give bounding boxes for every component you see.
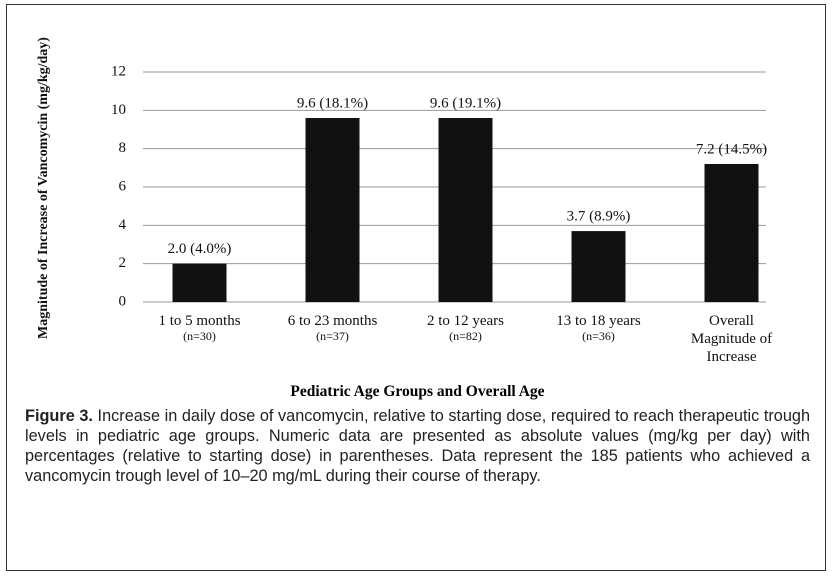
frame — [6, 4, 826, 571]
bar — [305, 118, 360, 302]
y-tick-label: 6 — [119, 178, 127, 194]
bar — [704, 164, 759, 302]
sample-size: (n=37) — [316, 329, 349, 343]
category: 6 to 23 months — [287, 313, 378, 329]
category: 2 to 12 years — [426, 313, 505, 329]
y-tick-label: 4 — [119, 217, 127, 233]
y-tick-label: 8 — [119, 140, 127, 156]
value-label: 7.2 (14.5%) — [696, 141, 767, 157]
x-tick-label: 6 to 23 months (n=37) — [273, 312, 393, 342]
y-tick-label: 2 — [119, 255, 127, 271]
caption-text: Increase in daily dose of vancomycin, re… — [25, 407, 810, 485]
value-label: 9.6 (18.1%) — [297, 95, 368, 111]
value-label: 2.0 (4.0%) — [168, 241, 232, 257]
y-axis-title: Magnitude of Increase of Vancomycin (mg/… — [36, 37, 51, 339]
y-tick-label: 10 — [111, 102, 126, 118]
category: Overall Magnitude of Increase — [690, 313, 773, 365]
bar — [172, 263, 227, 302]
value-label: 3.7 (8.9%) — [567, 209, 631, 225]
y-tick-label: 0 — [119, 293, 127, 309]
sample-size: (n=82) — [449, 329, 482, 343]
sample-size: (n=36) — [582, 329, 615, 343]
caption-label: Figure 3. — [25, 407, 93, 425]
bar — [571, 231, 626, 302]
bar — [438, 118, 493, 302]
y-tick-label: 12 — [111, 63, 126, 79]
category: 13 to 18 years — [556, 313, 641, 329]
sample-size: (n=30) — [183, 329, 216, 343]
category: 1 to 5 months — [158, 313, 241, 329]
x-axis-title: Pediatric Age Groups and Overall Age — [290, 383, 545, 400]
x-tick-label: 13 to 18 years (n=36) — [539, 312, 659, 342]
value-label: 9.6 (19.1%) — [430, 95, 501, 111]
caption: Figure 3. Increase in daily dose of vanc… — [25, 406, 810, 486]
x-tick-label: 2 to 12 years (n=82) — [406, 312, 526, 342]
x-tick-label: Overall Magnitude of Increase — [687, 312, 777, 366]
x-tick-label: 1 to 5 months (n=30) — [140, 312, 260, 342]
